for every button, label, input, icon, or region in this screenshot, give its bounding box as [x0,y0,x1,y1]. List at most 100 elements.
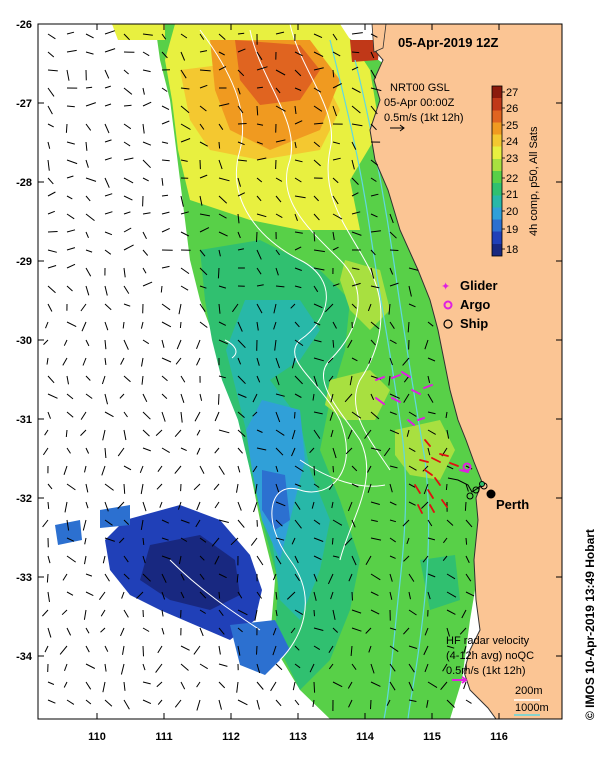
current-arrow [370,267,375,279]
cb-tick-label: 20 [506,206,518,218]
current-arrow [104,103,112,107]
current-arrow [370,159,379,166]
current-arrow [85,681,92,690]
current-arrow [446,591,457,598]
current-arrow [104,139,112,143]
current-arrow [275,195,282,203]
current-arrow [365,627,372,634]
current-arrow [47,501,50,509]
current-arrow [63,339,68,346]
cb-tick-label: 27 [506,87,518,99]
current-arrow [85,339,90,347]
current-arrow [294,519,302,529]
x-tick-label: 114 [356,731,375,743]
current-arrow [275,285,285,288]
current-arrow [313,339,322,343]
current-arrow [180,69,187,79]
current-arrow [388,375,391,386]
current-arrow [214,411,220,422]
current-arrow [313,627,324,631]
current-arrows [42,30,475,712]
current-arrow [123,244,134,251]
current-arrow [161,447,170,454]
current-arrow [368,645,372,653]
current-arrow [406,537,410,545]
current-arrow [446,429,450,439]
current-arrow [421,501,429,509]
current-arrow [142,267,147,274]
current-arrow [427,681,438,689]
current-arrow [389,519,397,523]
current-arrow [155,429,163,436]
current-arrow [351,123,363,127]
current-arrow [332,157,341,161]
ship-track [447,477,488,500]
current-arrow [313,213,320,221]
current-arrow [332,141,341,145]
current-arrow [313,483,320,488]
current-arrow [66,105,75,108]
current-arrow [294,69,302,77]
current-arrow [370,591,379,597]
current-arrow [64,501,68,513]
current-arrow [218,285,227,289]
current-arrow [332,83,342,89]
current-arrow [446,699,455,708]
current-arrow [85,267,92,277]
current-arrow [237,69,245,77]
y-tick-label: -29 [16,256,32,268]
hf-scale-arrow [452,676,468,684]
current-arrow [85,231,89,238]
current-arrow [161,159,170,162]
current-arrow [351,411,362,419]
current-arrow [332,321,337,329]
current-arrow [159,501,163,508]
current-arrow [218,609,224,617]
current-arrow [142,69,151,73]
current-arrow [389,555,396,559]
current-arrow [193,483,201,491]
current-arrow [199,195,203,206]
current-arrow [332,105,337,117]
current-arrow [256,645,258,655]
current-arrow [161,537,169,541]
current-arrow [47,303,53,312]
current-arrow [199,393,203,401]
current-arrow [256,51,263,61]
current-arrow [351,609,362,614]
current-arrow [218,699,222,710]
current-arrow [254,609,258,621]
current-arrow [80,429,87,436]
current-arrow [193,645,201,655]
current-arrow [218,429,230,434]
current-arrow [142,555,146,564]
current-arrow [123,339,129,350]
current-arrow [104,85,111,89]
current-arrow [389,573,393,582]
current-arrow [347,339,353,348]
current-arrow [275,465,279,472]
current-arrow [351,483,359,488]
current-arrow [344,537,353,546]
current-arrow [218,591,221,599]
current-arrow [140,321,144,329]
sst-colorbar: 27 26 25 24 23 22 21 20 19 18 4h comp, p… [491,85,540,257]
current-arrow [142,159,151,169]
current-arrow [332,51,341,57]
current-arrow [85,375,91,381]
current-arrow [422,555,429,563]
current-arrow [463,645,467,654]
current-arrow [275,663,283,671]
current-arrow [218,231,228,237]
current-arrow [85,573,93,577]
current-arrow [370,663,375,674]
current-arrow [104,249,112,255]
current-arrow [66,31,75,35]
current-arrow [351,591,353,601]
current-arrow [123,69,129,75]
current-arrow [199,609,206,614]
product-name: NRT00 GSL [390,82,450,94]
current-arrow [218,103,230,107]
current-arrow [120,357,125,365]
current-arrow [256,699,260,710]
